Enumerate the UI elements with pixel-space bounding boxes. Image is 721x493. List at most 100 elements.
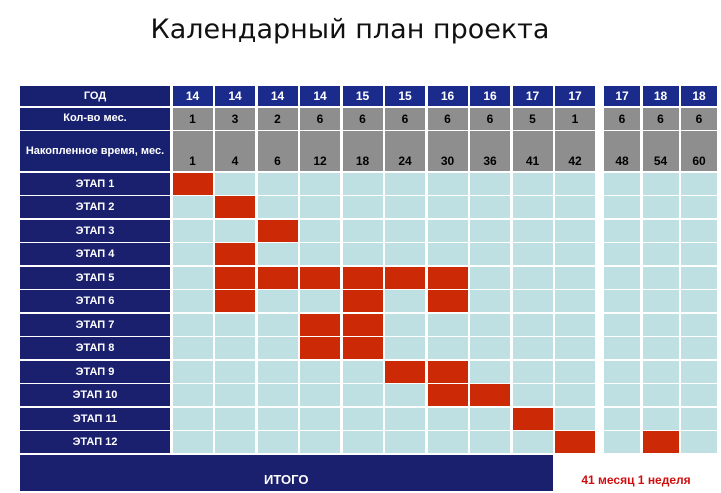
empty-cell [257,384,298,406]
accumulated-cell: 42 [555,131,595,171]
stage-bar [342,290,383,312]
stage-label: ЭТАП 10 [20,384,170,406]
accumulated-cell: 1 [172,131,213,171]
empty-cell [681,360,717,383]
empty-cell [427,431,468,453]
empty-cell [604,360,640,383]
accumulated-cell: 6 [257,131,298,171]
empty-cell [385,243,425,265]
accumulated-cell: 24 [385,131,425,171]
empty-cell [172,266,213,289]
accumulated-cell: 48 [604,131,640,171]
months-count-cell: 6 [300,107,340,130]
empty-cell [215,337,255,359]
empty-cell [555,219,595,242]
total-label: ИТОГО [20,454,553,491]
empty-cell [342,196,383,218]
empty-cell [215,172,255,195]
stage-bar [215,196,255,218]
empty-cell [512,196,553,218]
page-title: Календарный план проекта [150,14,550,45]
empty-cell [512,290,553,312]
empty-cell [604,384,640,406]
empty-cell [427,337,468,359]
accumulated-header-label: Накопленное время, мес. [20,131,170,171]
empty-cell [642,290,679,312]
empty-cell [342,243,383,265]
empty-cell [555,313,595,336]
stage-label: ЭТАП 6 [20,290,170,312]
empty-cell [642,196,679,218]
stage-bar [342,266,383,289]
stage-bar [215,290,255,312]
stage-label: ЭТАП 11 [20,407,170,430]
year-cell: 15 [342,86,383,106]
empty-cell [257,313,298,336]
empty-cell [681,290,717,312]
empty-cell [342,219,383,242]
empty-cell [470,337,510,359]
year-cell: 17 [512,86,553,106]
empty-cell [300,290,340,312]
accumulated-cell: 18 [342,131,383,171]
empty-cell [427,172,468,195]
stage-label: ЭТАП 12 [20,431,170,453]
months-count-cell: 6 [681,107,717,130]
empty-cell [172,219,213,242]
empty-cell [681,172,717,195]
stage-bar [215,243,255,265]
stage-bar [342,337,383,359]
empty-cell [215,431,255,453]
stage-bar [257,266,298,289]
empty-cell [470,431,510,453]
empty-cell [427,196,468,218]
accumulated-cell: 30 [427,131,468,171]
months-count-cell: 6 [385,107,425,130]
accumulated-cell: 36 [470,131,510,171]
stage-bar [300,313,340,336]
empty-cell [427,219,468,242]
accumulated-cell: 12 [300,131,340,171]
stage-bar [470,384,510,406]
year-cell: 16 [470,86,510,106]
stage-label: ЭТАП 7 [20,313,170,336]
empty-cell [555,337,595,359]
empty-cell [172,313,213,336]
empty-cell [385,384,425,406]
empty-cell [681,407,717,430]
empty-cell [555,196,595,218]
stage-bar [427,360,468,383]
empty-cell [470,172,510,195]
stage-label: ЭТАП 9 [20,360,170,383]
empty-cell [681,337,717,359]
empty-cell [300,243,340,265]
stage-bar [342,313,383,336]
empty-cell [642,360,679,383]
empty-cell [642,243,679,265]
year-cell: 16 [427,86,468,106]
empty-cell [470,219,510,242]
empty-cell [681,196,717,218]
stage-label: ЭТАП 8 [20,337,170,359]
empty-cell [342,360,383,383]
stage-bar [642,431,679,453]
stage-bar [257,219,298,242]
empty-cell [300,172,340,195]
empty-cell [172,431,213,453]
empty-cell [512,431,553,453]
empty-cell [172,196,213,218]
year-cell: 17 [555,86,595,106]
empty-cell [642,313,679,336]
accumulated-cell: 41 [512,131,553,171]
months-count-cell: 2 [257,107,298,130]
empty-cell [215,313,255,336]
empty-cell [385,313,425,336]
empty-cell [172,337,213,359]
empty-cell [681,384,717,406]
empty-cell [604,172,640,195]
empty-cell [604,337,640,359]
empty-cell [257,431,298,453]
stage-label: ЭТАП 5 [20,266,170,289]
stage-bar [512,407,553,430]
empty-cell [385,337,425,359]
